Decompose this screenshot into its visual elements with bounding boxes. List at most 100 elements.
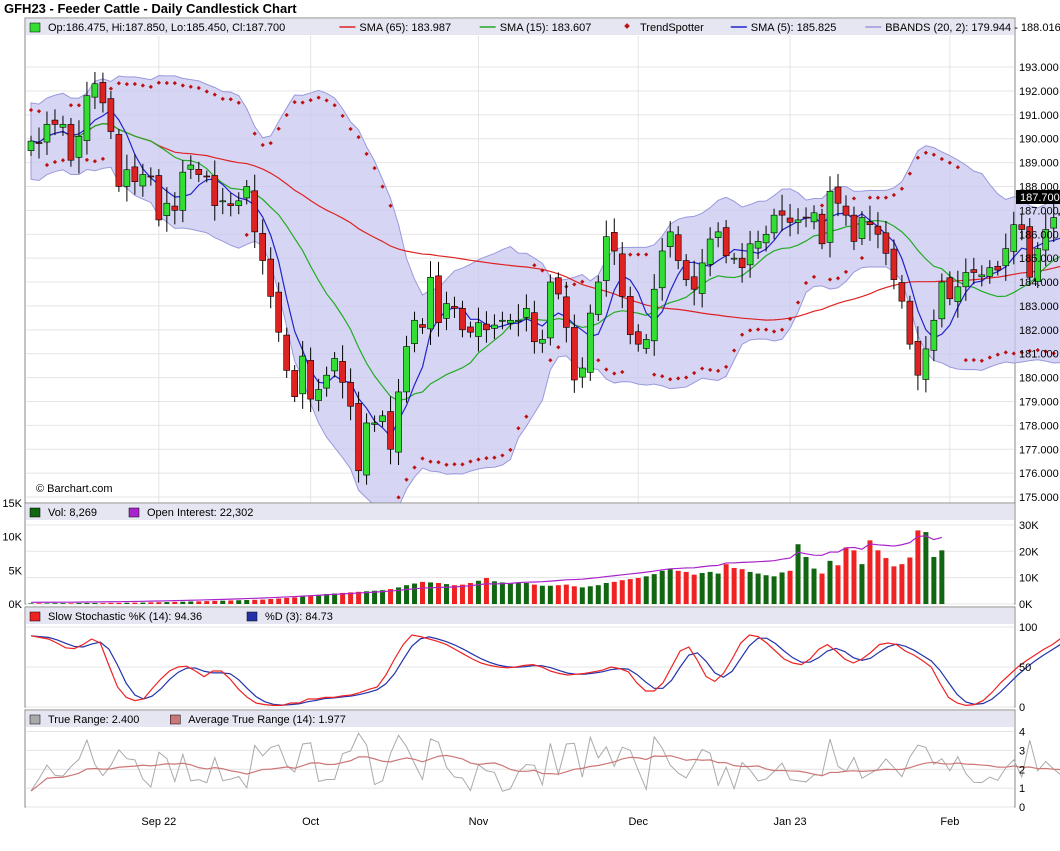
price-tick-label: 175.000 — [1019, 492, 1059, 504]
volume-bar — [539, 585, 545, 604]
trendspotter-dot — [444, 462, 449, 467]
volume-bar — [723, 564, 729, 604]
candle-down — [1026, 226, 1034, 278]
legend-text: Op:186.475, Hi:187.850, Lo:185.450, Cl:1… — [48, 22, 285, 34]
last-price-tag: 187.700 — [1016, 190, 1060, 204]
candle-down — [802, 216, 810, 219]
price-tick-label: 178.000 — [1019, 420, 1059, 432]
candlesticks — [27, 71, 1060, 485]
volume-bar — [683, 571, 689, 604]
stochastic-tick-label: 0 — [1019, 702, 1025, 714]
volume-bar — [699, 573, 705, 604]
candle-up — [179, 171, 187, 211]
trendspotter-dot — [684, 375, 689, 380]
candle-up — [730, 257, 738, 260]
date-axis: Sep 22 Oct Nov Dec Jan 23 Feb — [141, 816, 959, 828]
trendspotter-dot — [612, 371, 617, 376]
candle-down — [435, 275, 442, 323]
price-tick-label: 177.000 — [1019, 444, 1059, 456]
volume-bar — [827, 560, 833, 604]
candle-up — [163, 202, 171, 216]
trendspotter-dot — [268, 140, 273, 146]
candle-up — [75, 136, 83, 158]
candle-down — [107, 98, 115, 132]
candle-up — [59, 124, 67, 128]
price-tick-label: 191.000 — [1019, 110, 1059, 122]
open-interest-line — [30, 535, 943, 603]
volume-bar — [284, 597, 290, 604]
volume-bar — [443, 584, 449, 604]
volume-bar — [811, 568, 817, 604]
volume-bar — [547, 585, 553, 604]
volume-bar — [779, 572, 785, 604]
candle-up — [579, 367, 586, 378]
candle-down — [115, 134, 123, 187]
trendspotter-dot — [100, 156, 106, 161]
true-range-panel: 0 1 2 3 4 True Range: 2.400 Average True Rang… — [24, 709, 1060, 814]
trendspotter-dot — [460, 462, 465, 467]
candle-up — [515, 319, 522, 322]
price-tick-label: 181.000 — [1019, 349, 1059, 361]
price-tick-label: 176.000 — [1019, 468, 1059, 480]
volume-bar — [364, 591, 370, 604]
volume-bar — [324, 594, 330, 604]
candle-up — [139, 174, 147, 187]
volume-bar — [675, 570, 681, 604]
trendspotter-dot — [148, 84, 153, 90]
legend-text: True Range: 2.400 — [48, 714, 139, 726]
true-range-axis: 0 1 2 3 4 — [1019, 727, 1025, 814]
volume-bar — [531, 584, 537, 604]
candle-up — [1010, 224, 1018, 252]
trendspotter-dot — [668, 377, 673, 382]
trendspotter-dot — [811, 274, 817, 280]
trendspotter-dot — [68, 103, 74, 108]
price-panel: 175.000 176.000 177.000 178.000 179.000 180.0… — [24, 17, 1060, 807]
candle-down — [722, 227, 730, 257]
volume-bar — [603, 582, 609, 604]
candle-down — [67, 124, 75, 161]
trendspotter-dot — [84, 157, 90, 163]
oi-tick-label: 20K — [1019, 546, 1039, 558]
volume-bar — [659, 570, 665, 604]
volume-bar — [124, 602, 130, 604]
candle-up — [954, 286, 962, 302]
volume-tick-label: 10K — [2, 532, 22, 544]
candle-up — [539, 339, 546, 344]
candle-up — [27, 140, 35, 151]
candle-down — [970, 269, 978, 273]
candle-down — [866, 221, 874, 226]
candle-up — [650, 288, 658, 342]
true-range-legend-bar — [26, 711, 1014, 727]
true-range-tick-label: 4 — [1019, 727, 1025, 739]
volume-bar — [835, 565, 841, 604]
trendspotter-dot — [76, 103, 82, 108]
candle-up — [698, 262, 706, 294]
true-range-tick-label: 1 — [1019, 783, 1025, 795]
volume-legend: Vol: 8,269 Open Interest: 22,302 — [29, 507, 253, 519]
volume-bar — [428, 582, 433, 604]
candle-up — [962, 272, 970, 288]
volume-bar — [899, 564, 905, 604]
volume-bar — [388, 589, 394, 604]
trendspotter-dot — [596, 358, 601, 363]
trendspotter-dot — [36, 109, 42, 114]
true-range-line — [30, 732, 1060, 792]
volume-bar — [467, 582, 473, 604]
volume-tick-label: 0K — [9, 599, 23, 611]
trendspotter-dot — [771, 329, 777, 334]
trendspotter-dot — [468, 459, 473, 464]
candle-down — [131, 166, 139, 183]
trendspotter-dot — [516, 426, 521, 431]
candle-down — [387, 411, 394, 450]
trendspotter-dot — [1011, 351, 1016, 356]
volume-bar — [236, 600, 242, 604]
volume-bar — [667, 569, 673, 604]
price-tick-label: 182.000 — [1019, 325, 1059, 337]
volume-bar — [356, 591, 362, 604]
trendspotter-dot — [180, 83, 185, 88]
volume-bar — [156, 602, 162, 604]
volume-bar — [212, 600, 218, 604]
trendspotter-dot — [987, 355, 992, 360]
volume-bar — [268, 599, 274, 604]
volume-bar — [316, 594, 322, 604]
